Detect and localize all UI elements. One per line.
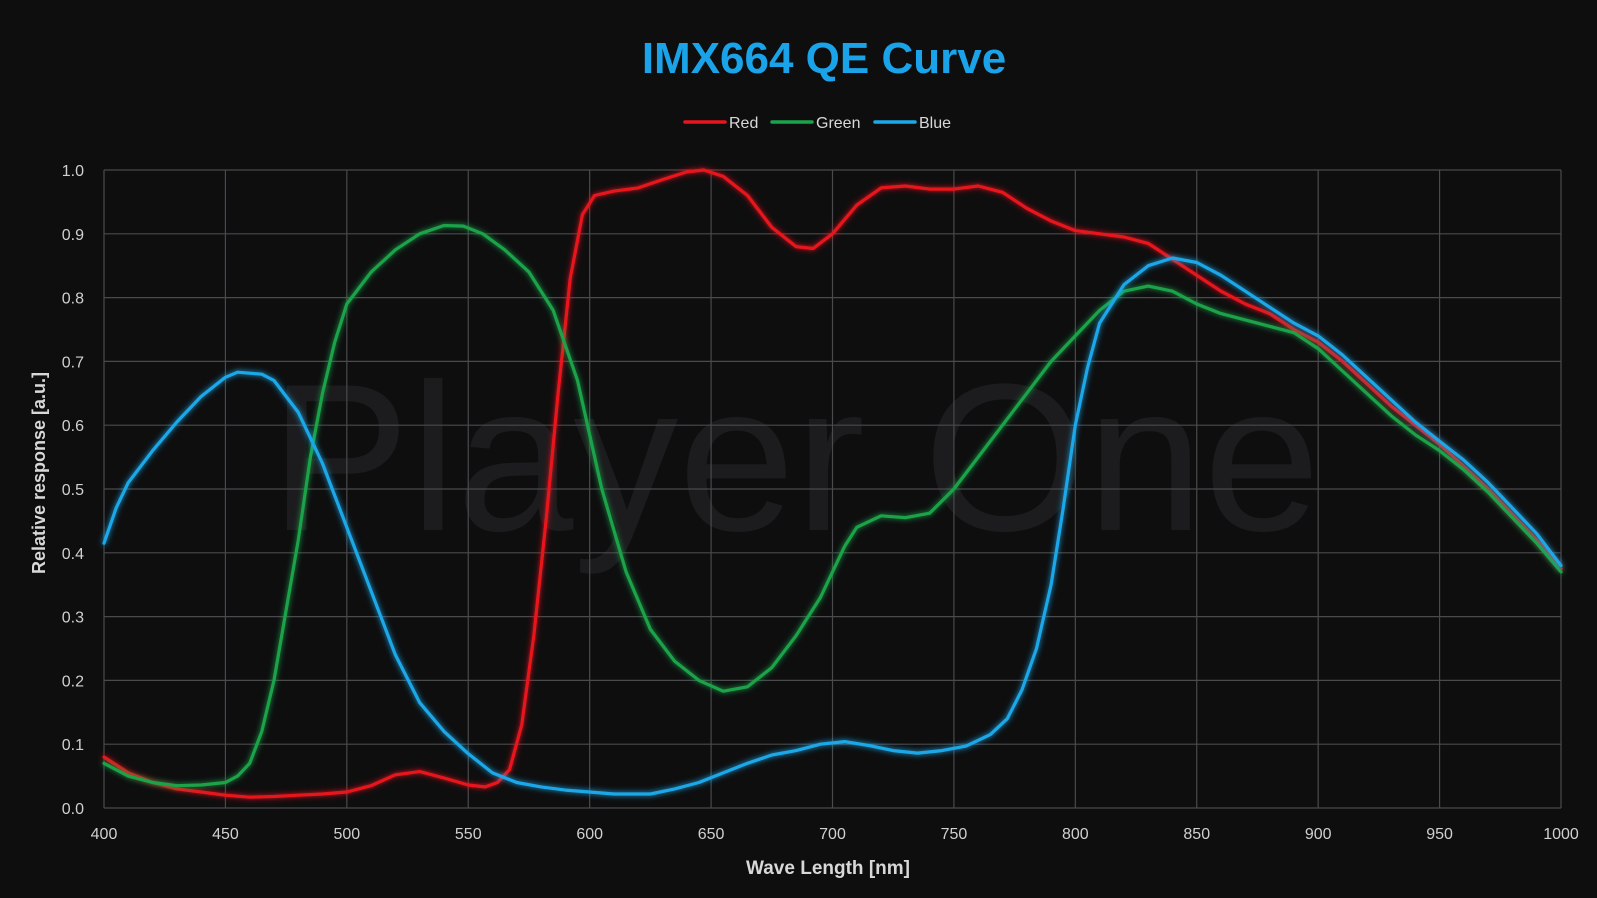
y-tick-label: 0.8 xyxy=(62,291,84,308)
y-tick-label: 0.3 xyxy=(62,610,84,627)
series-group xyxy=(102,168,1563,799)
y-tick-labels: 0.0 0.1 0.2 0.3 0.4 0.5 0.6 0.7 0.8 0.9 1.0 xyxy=(62,163,84,818)
x-tick-label: 750 xyxy=(941,826,968,843)
x-tick-label: 600 xyxy=(576,826,603,843)
y-tick-label: 0.9 xyxy=(62,227,84,244)
y-tick-label: 0.7 xyxy=(62,354,84,371)
watermark: Player One xyxy=(270,340,1321,575)
y-tick-label: 0.5 xyxy=(62,482,84,499)
x-tick-label: 1000 xyxy=(1543,826,1579,843)
chart-title: IMX664 QE Curve xyxy=(642,34,1006,83)
x-tick-label: 850 xyxy=(1183,826,1210,843)
y-tick-label: 0.1 xyxy=(62,737,84,754)
legend-label-green: Green xyxy=(816,115,860,132)
x-tick-label: 550 xyxy=(455,826,482,843)
x-tick-label: 400 xyxy=(91,826,118,843)
series-line-blue xyxy=(102,256,1563,796)
y-tick-label: 0.0 xyxy=(62,801,84,818)
x-tick-label: 950 xyxy=(1426,826,1453,843)
legend: Red Green Blue xyxy=(683,115,951,132)
y-tick-label: 0.2 xyxy=(62,673,84,690)
x-tick-label: 650 xyxy=(698,826,725,843)
y-tick-label: 0.6 xyxy=(62,418,84,435)
series-line-red xyxy=(102,168,1563,799)
x-tick-label: 500 xyxy=(333,826,360,843)
y-tick-label: 0.4 xyxy=(62,546,84,563)
x-axis-label: Wave Length [nm] xyxy=(746,858,910,879)
series-line-green xyxy=(102,223,1563,788)
y-tick-label: 1.0 xyxy=(62,163,84,180)
x-tick-label: 900 xyxy=(1305,826,1332,843)
x-tick-label: 800 xyxy=(1062,826,1089,843)
x-tick-labels: 400 450 500 550 600 650 700 750 800 850 900 950 1000 xyxy=(91,826,1579,843)
x-tick-label: 450 xyxy=(212,826,239,843)
x-tick-label: 700 xyxy=(819,826,846,843)
legend-label-red: Red xyxy=(729,115,758,132)
y-axis-label: Relative response [a.u.] xyxy=(29,372,49,574)
legend-label-blue: Blue xyxy=(919,115,951,132)
